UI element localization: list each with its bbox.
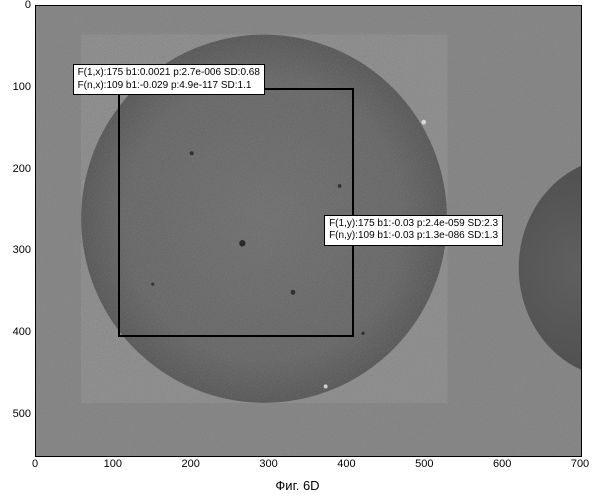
annotation-line: F(1,x):175 b1:0.0021 p:2.7e-006 SD:0.68: [78, 67, 260, 80]
y-tick-label: 200: [0, 163, 31, 175]
annotation-box-fy[interactable]: F(1,y):175 b1:-0.03 p:2.4e-059 SD:2.3 F(…: [324, 215, 503, 246]
annotation-box-fx[interactable]: F(1,x):175 b1:0.0021 p:2.7e-006 SD:0.68 …: [73, 64, 265, 95]
figure: F(1,x):175 b1:0.0021 p:2.7e-006 SD:0.68 …: [0, 0, 595, 500]
y-axis-ticks: 0100200300400500: [0, 5, 33, 455]
x-tick-label: 0: [32, 458, 38, 470]
x-tick-label: 200: [182, 458, 200, 470]
x-tick-label: 700: [571, 458, 589, 470]
x-tick-label: 500: [415, 458, 433, 470]
x-axis-ticks: 0100200300400500600700: [35, 458, 580, 474]
y-tick-label: 300: [0, 244, 31, 256]
x-tick-label: 600: [493, 458, 511, 470]
y-tick-label: 400: [0, 326, 31, 338]
y-tick-label: 500: [0, 408, 31, 420]
x-tick-label: 100: [104, 458, 122, 470]
x-tick-label: 300: [259, 458, 277, 470]
plot-area: F(1,x):175 b1:0.0021 p:2.7e-006 SD:0.68 …: [35, 5, 582, 457]
annotation-line: F(n,x):109 b1:-0.029 p:4.9e-117 SD:1.1: [78, 80, 260, 93]
annotation-line: F(1,y):175 b1:-0.03 p:2.4e-059 SD:2.3: [329, 218, 498, 231]
y-tick-label: 100: [0, 81, 31, 93]
x-tick-label: 400: [337, 458, 355, 470]
figure-caption: Фиг. 6D: [0, 478, 595, 493]
roi-rectangle[interactable]: [118, 88, 355, 338]
y-tick-label: 0: [0, 0, 31, 11]
annotation-line: F(n,y):109 b1:-0.03 p:1.3e-086 SD:1.3: [329, 230, 498, 243]
